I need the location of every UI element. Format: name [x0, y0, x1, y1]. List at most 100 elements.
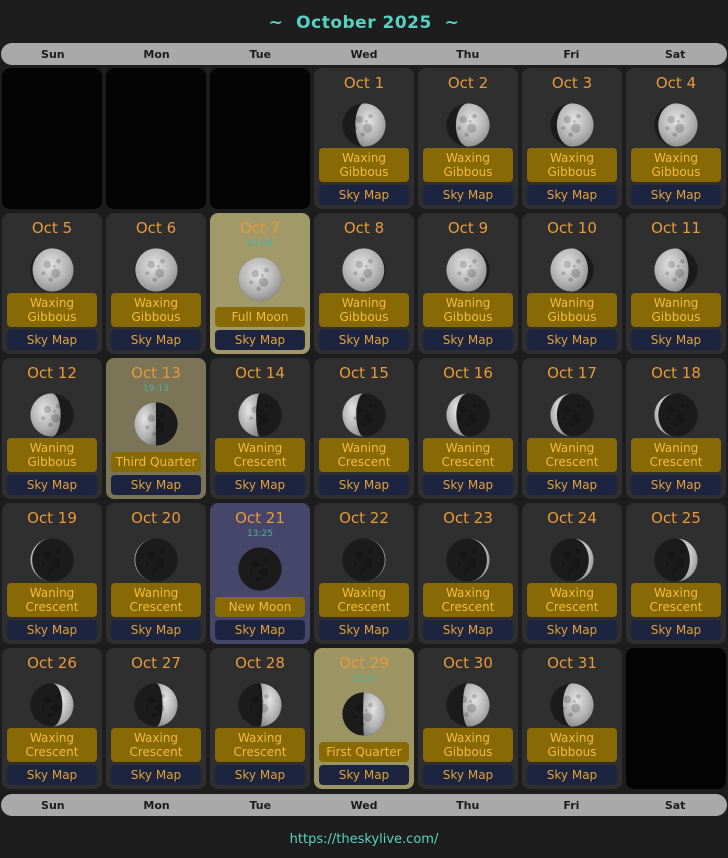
date-label: Oct 20	[131, 509, 181, 527]
skymap-link[interactable]: Sky Map	[319, 185, 409, 205]
phase-badge: Waxing Gibbous	[527, 148, 617, 182]
day-cell: Oct 19 Waning Crescent Sky Map	[2, 503, 102, 644]
skymap-link[interactable]: Sky Map	[215, 765, 305, 785]
weekday-label: Sat	[664, 798, 686, 812]
skymap-link[interactable]: Sky Map	[527, 620, 617, 640]
moon-phase-image	[111, 682, 201, 728]
day-cell: Oct 24 Waxing Crescent Sky Map	[522, 503, 622, 644]
date-label: Oct 8	[343, 219, 385, 237]
skymap-link[interactable]: Sky Map	[631, 475, 721, 495]
day-cell: Oct 10 Waning Gibbous Sky Map	[522, 213, 622, 354]
skymap-link[interactable]: Sky Map	[631, 185, 721, 205]
phase-badge: Waxing Crescent	[111, 728, 201, 762]
moon-phase-image	[423, 682, 513, 728]
skymap-link[interactable]: Sky Map	[423, 185, 513, 205]
skymap-link[interactable]: Sky Map	[215, 475, 305, 495]
phase-time-label: 16:21	[351, 674, 377, 684]
skymap-link[interactable]: Sky Map	[423, 475, 513, 495]
skymap-link[interactable]: Sky Map	[527, 765, 617, 785]
phase-badge: Waning Crescent	[631, 438, 721, 472]
skymap-link[interactable]: Sky Map	[423, 620, 513, 640]
moon-phase-image	[215, 250, 305, 307]
moon-phase-image	[631, 392, 721, 438]
phase-badge: Waning Gibbous	[527, 293, 617, 327]
skymap-link[interactable]: Sky Map	[7, 475, 97, 495]
weekday-label: Tue	[249, 47, 272, 61]
moon-phase-image	[319, 102, 409, 148]
day-cell: Oct 25 Waxing Crescent Sky Map	[626, 503, 726, 644]
date-label: Oct 2	[447, 74, 489, 92]
site-url-link[interactable]: https://theskylive.com/	[289, 832, 439, 847]
day-cell: Oct 16 Waning Crescent Sky Map	[418, 358, 518, 499]
moon-phase-image	[527, 102, 617, 148]
weekday-label: Thu	[456, 798, 480, 812]
phase-time-label: 13:25	[247, 529, 273, 539]
day-cell: Oct 5 Waxing Gibbous Sky Map	[2, 213, 102, 354]
phase-badge: Waning Gibbous	[7, 438, 97, 472]
date-label: Oct 3	[551, 74, 593, 92]
date-label: Oct 9	[447, 219, 489, 237]
phase-badge: Waning Crescent	[111, 583, 201, 617]
date-label: Oct 24	[547, 509, 597, 527]
skymap-link[interactable]: Sky Map	[7, 330, 97, 350]
skymap-link[interactable]: Sky Map	[111, 475, 201, 495]
moon-phase-image	[7, 682, 97, 728]
moon-phase-image	[423, 537, 513, 583]
date-label: Oct 1	[343, 74, 385, 92]
day-cell: Oct 23 Waxing Crescent Sky Map	[418, 503, 518, 644]
moon-phase-image	[7, 247, 97, 293]
skymap-link[interactable]: Sky Map	[319, 330, 409, 350]
skymap-link[interactable]: Sky Map	[215, 330, 305, 350]
phase-badge: New Moon	[215, 597, 305, 617]
weekday-label: Sat	[664, 47, 686, 61]
moon-phase-image	[527, 392, 617, 438]
skymap-link[interactable]: Sky Map	[319, 765, 409, 785]
day-cell: Oct 27 Waxing Crescent Sky Map	[106, 648, 206, 789]
day-cell: Oct 21 13:25 New Moon Sky Map	[210, 503, 310, 644]
moon-phase-image	[423, 247, 513, 293]
skymap-link[interactable]: Sky Map	[319, 475, 409, 495]
date-label: Oct 21	[235, 509, 285, 527]
skymap-link[interactable]: Sky Map	[527, 185, 617, 205]
phase-badge: Waning Crescent	[527, 438, 617, 472]
skymap-link[interactable]: Sky Map	[527, 330, 617, 350]
day-cell: Oct 15 Waning Crescent Sky Map	[314, 358, 414, 499]
date-label: Oct 17	[547, 364, 597, 382]
skymap-link[interactable]: Sky Map	[631, 330, 721, 350]
date-label: Oct 23	[443, 509, 493, 527]
date-label: Oct 10	[547, 219, 597, 237]
phase-badge: Waxing Gibbous	[7, 293, 97, 327]
moon-phase-image	[527, 537, 617, 583]
skymap-link[interactable]: Sky Map	[423, 765, 513, 785]
skymap-link[interactable]: Sky Map	[631, 620, 721, 640]
phase-badge: Waxing Crescent	[319, 583, 409, 617]
day-cell: Oct 4 Waxing Gibbous Sky Map	[626, 68, 726, 209]
moon-phase-image	[631, 102, 721, 148]
phase-badge: Waxing Crescent	[527, 583, 617, 617]
skymap-link[interactable]: Sky Map	[527, 475, 617, 495]
phase-badge: First Quarter	[319, 742, 409, 762]
skymap-link[interactable]: Sky Map	[215, 620, 305, 640]
day-cell: Oct 22 Waxing Crescent Sky Map	[314, 503, 414, 644]
skymap-link[interactable]: Sky Map	[111, 330, 201, 350]
moon-phase-image	[111, 247, 201, 293]
moon-phase-image	[319, 537, 409, 583]
skymap-link[interactable]: Sky Map	[111, 620, 201, 640]
phase-badge: Waning Crescent	[7, 583, 97, 617]
skymap-link[interactable]: Sky Map	[111, 765, 201, 785]
skymap-link[interactable]: Sky Map	[423, 330, 513, 350]
weekday-label: Mon	[143, 47, 170, 61]
skymap-link[interactable]: Sky Map	[7, 765, 97, 785]
moon-phase-image	[7, 392, 97, 438]
date-label: Oct 14	[235, 364, 285, 382]
phase-time-label: 19:13	[143, 384, 169, 394]
date-label: Oct 12	[27, 364, 77, 382]
day-cell: Oct 29 16:21 First Quarter Sky Map	[314, 648, 414, 789]
date-label: Oct 31	[547, 654, 597, 672]
weekday-label: Thu	[456, 47, 480, 61]
skymap-link[interactable]: Sky Map	[7, 620, 97, 640]
moon-phase-image	[631, 247, 721, 293]
moon-phase-image	[215, 682, 305, 728]
skymap-link[interactable]: Sky Map	[319, 620, 409, 640]
date-label: Oct 28	[235, 654, 285, 672]
